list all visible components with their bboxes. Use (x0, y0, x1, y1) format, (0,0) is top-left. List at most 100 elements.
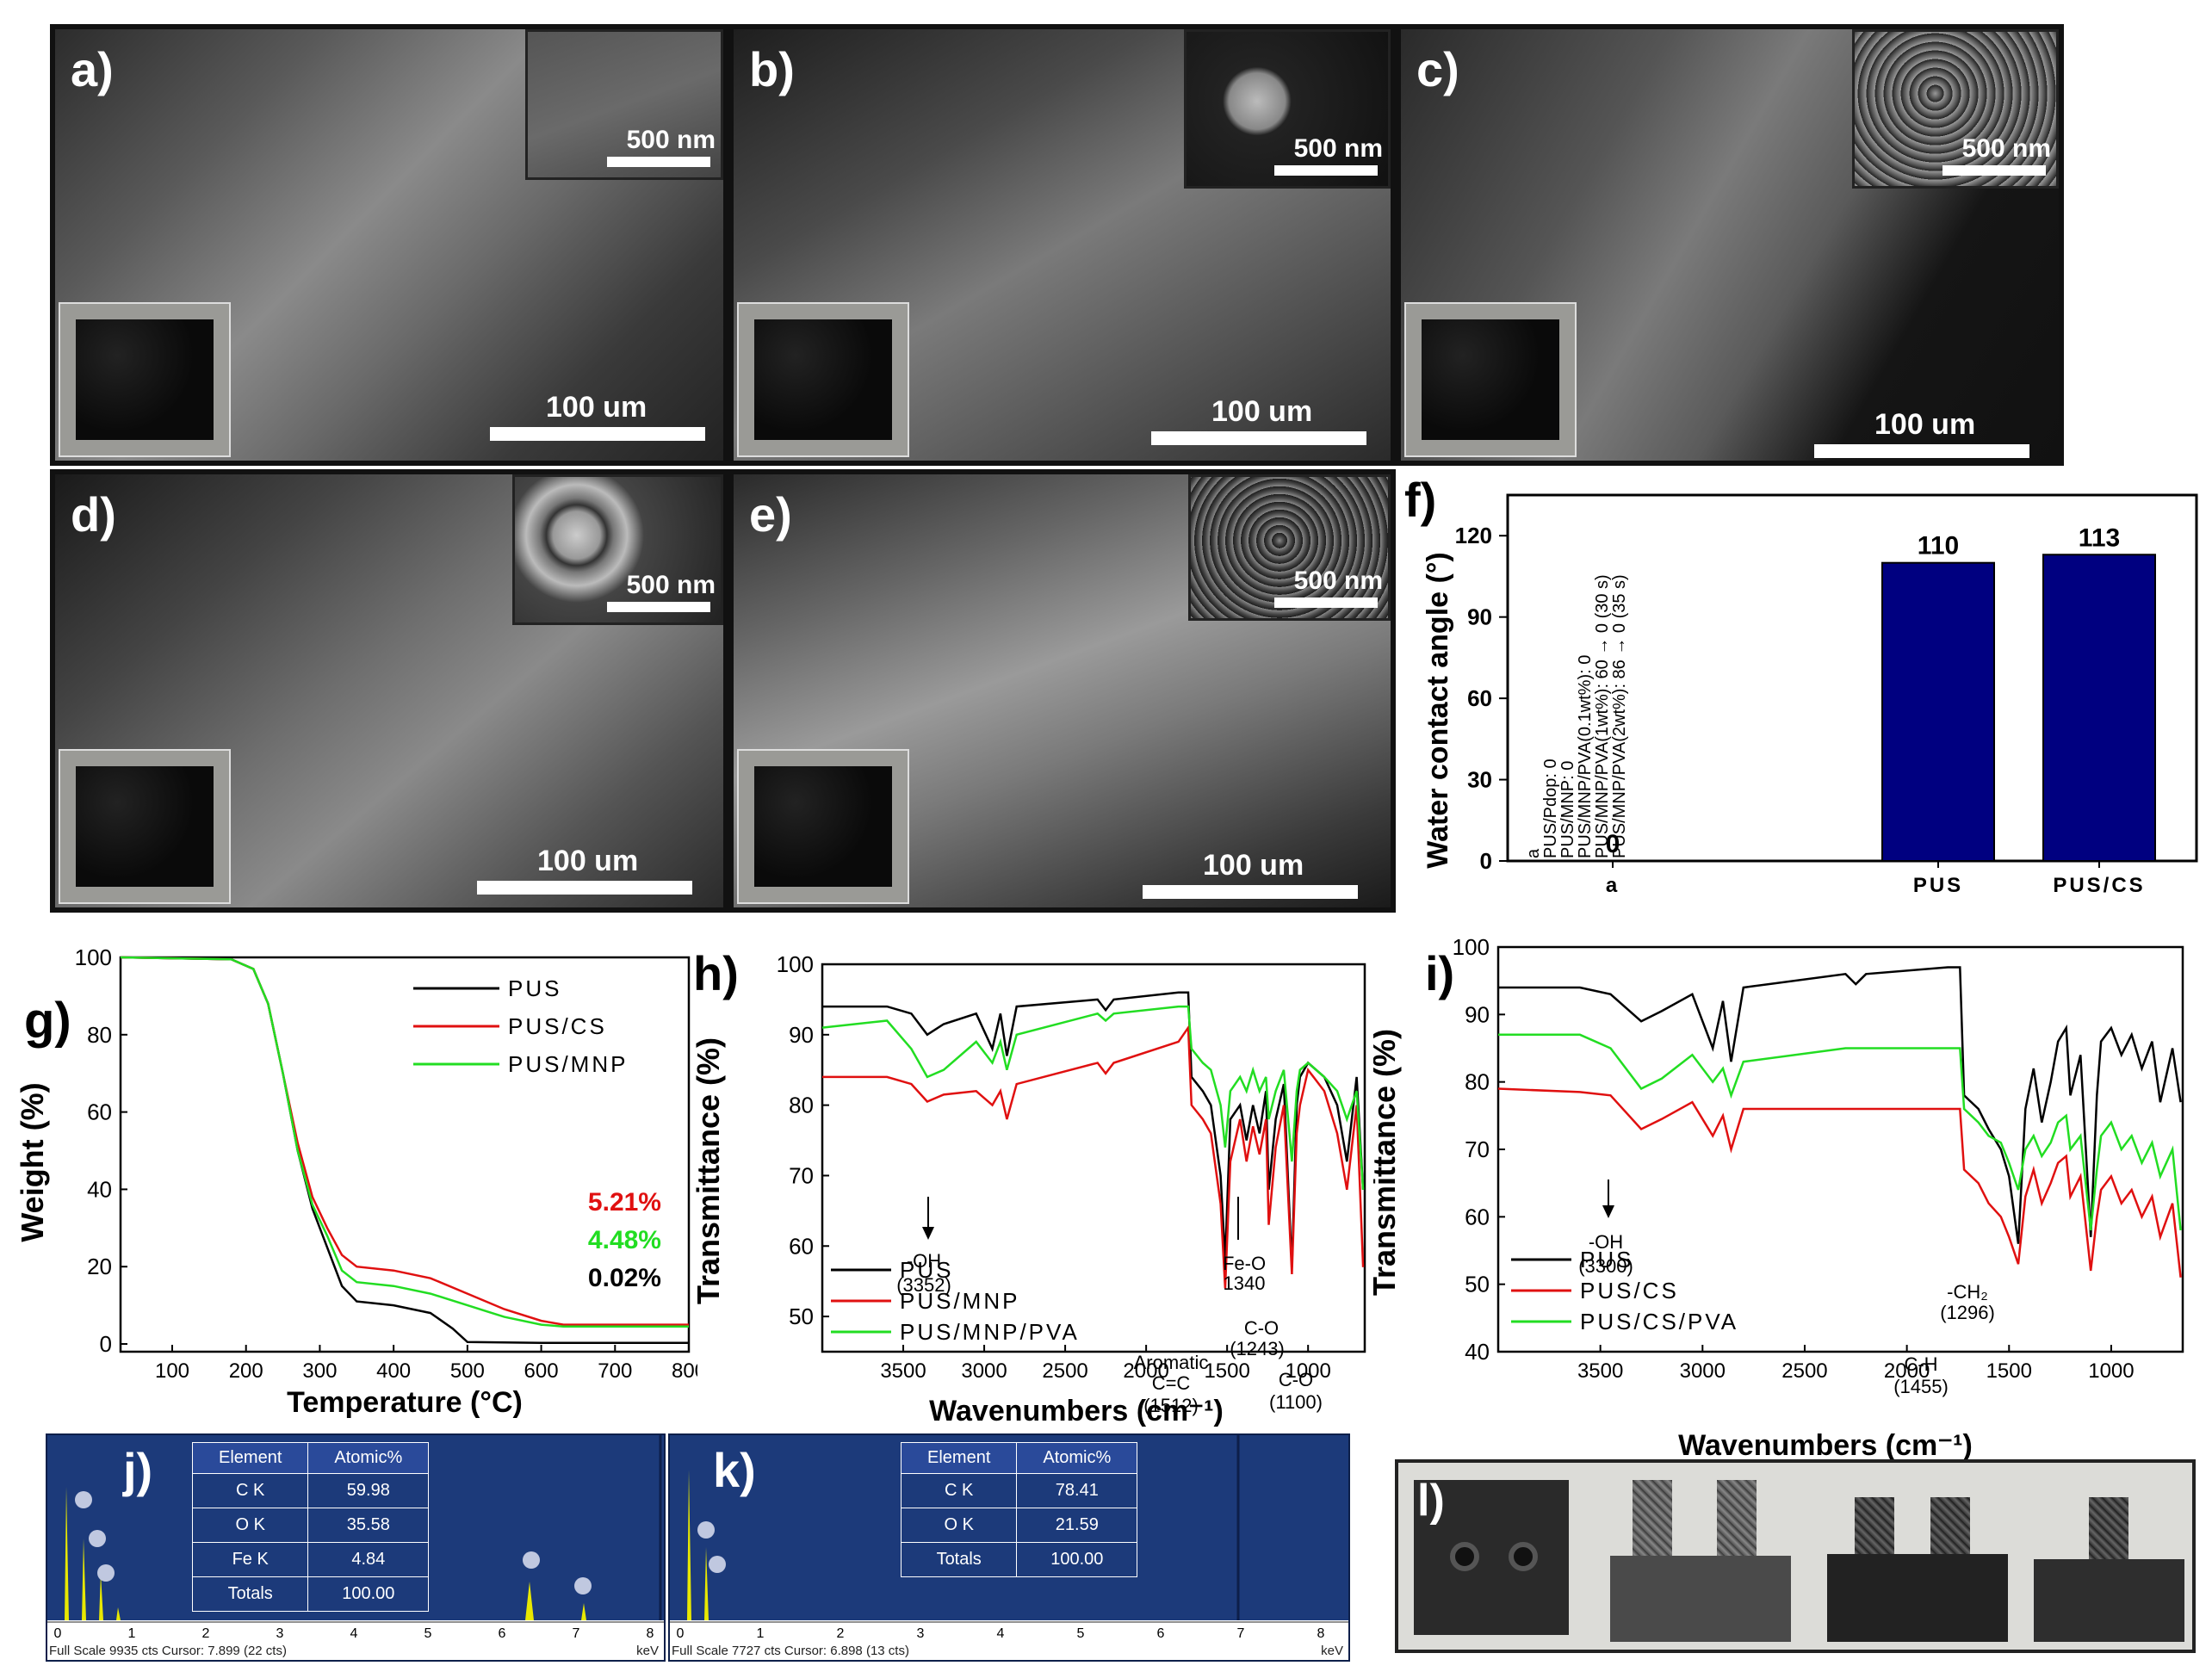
annotation-cc: C=C (1152, 1372, 1191, 1394)
peak-annotations: -OH (3300) -CH₂ (1296) C-H (1455) (1578, 1180, 1995, 1397)
annotation-oh: -OH (1589, 1231, 1623, 1253)
peak-marker-c (697, 1521, 715, 1539)
y-tick-label: 90 (1465, 1001, 1490, 1027)
inset-scale-label: 500 nm (1293, 134, 1383, 163)
table-row: C K 78.41 (900, 1473, 1138, 1508)
x-tick-label: 3000 (1680, 1359, 1726, 1383)
scale-label: 100 um (546, 391, 647, 424)
annotation-ch-wn: (1455) (1893, 1376, 1949, 1397)
sem-inset: 500 nm (1188, 474, 1391, 621)
x-tick-label: PUS (1913, 874, 1963, 897)
sem-lbl: c) (1416, 42, 1459, 96)
y-tick-label: 20 (87, 1254, 112, 1279)
x-tick-label: 0 (54, 1626, 62, 1641)
x-tick-label: 4 (997, 1626, 1005, 1641)
x-tick-label: 1 (757, 1626, 765, 1641)
data-label: 113 (2079, 523, 2120, 552)
sem-lbl: e) (749, 487, 792, 542)
annotation-mnp: PUS/MNP: 0 (1558, 761, 1577, 858)
table-header-row: Element Atomic% (191, 1442, 430, 1474)
panel-f-chart: f) 0 30 60 90 120 0 a 110 PUS 113 PUS/CS Water con… (1404, 473, 2198, 897)
eds-spectrum (65, 1435, 662, 1625)
sem-inset: 500 nm (1184, 29, 1391, 189)
scale-bar (477, 881, 692, 895)
eds-footer: 0 1 2 3 4 5 6 7 8 Full Scale 7727 cts Cu… (670, 1620, 1348, 1660)
legend-label: PUS (508, 975, 561, 1001)
x-tick-label: 1500 (1204, 1359, 1249, 1383)
y-axis-label: Transmittance (%) (693, 1037, 726, 1304)
x-tick-label: 8 (1317, 1626, 1325, 1641)
eds-unit: keV (1321, 1644, 1343, 1658)
annotation-pva-1: PUS/MNP/PVA(1wt%): 60 → 0 (30 s) (1593, 574, 1612, 858)
scale-bar (1143, 885, 1358, 899)
sem-inset: 500 nm (525, 29, 723, 180)
sponge-photo (737, 302, 909, 457)
y-tick-label: 0 (1480, 848, 1492, 874)
cell: 100.00 (1016, 1542, 1138, 1577)
x-tick-label: 2000 (1884, 1359, 1930, 1383)
x-tick-label: 2 (837, 1626, 845, 1641)
inset-scale-label: 500 nm (626, 571, 716, 599)
inset-scale-bar (1274, 598, 1378, 608)
sem-lbl: a) (71, 42, 114, 96)
sponge-photo (737, 749, 909, 904)
x-tick-label: a (1606, 874, 1620, 897)
photo-sponge-one-tube (2027, 1463, 2190, 1648)
inset-scale-bar (607, 602, 710, 612)
annotation-co2: C-O (1279, 1369, 1313, 1390)
tube-left (1855, 1497, 1894, 1557)
x-tick-label: 3500 (880, 1359, 926, 1383)
y-tick-label: 100 (777, 951, 814, 977)
peak-marker-c (75, 1491, 92, 1508)
y-tick-label: 30 (1467, 767, 1492, 793)
scale-bar (490, 427, 705, 441)
scale-label: 100 um (1203, 849, 1304, 882)
plot-frame (1506, 493, 2198, 863)
sem-panel-b: b) 500 nm 100 um (728, 24, 1396, 466)
plot-area: 100 200 300 400 500 600 700 800 0 20 40 60 80 100 PUS P… (75, 947, 697, 1383)
panel-i-chart: i) 3500 3000 2500 2000 1500 1000 40 50 60 70 80 90 1… (1373, 934, 2184, 1462)
eds-unit: keV (636, 1644, 659, 1658)
x-tick-label: 5 (1077, 1626, 1085, 1641)
cell: 78.41 (1016, 1473, 1138, 1508)
panel-k-eds: k) Element Atomic% C K 78.41 O K 21.59 Tot… (668, 1433, 1350, 1662)
y-tick-label: 50 (789, 1303, 814, 1329)
annotation-cc-wn: (1512) (1143, 1395, 1199, 1416)
x-tick-label: 500 (450, 1359, 485, 1383)
panel-l-photos: l) (1395, 1459, 2196, 1653)
sponge-image (754, 319, 892, 440)
sponge-photo (59, 749, 231, 904)
y-tick-label: 0 (100, 1331, 112, 1357)
peak-marker-fe-ka (523, 1551, 540, 1569)
cell: 59.98 (307, 1473, 430, 1508)
x-tick-label: 3000 (961, 1359, 1007, 1383)
series-line (1498, 1033, 2182, 1231)
tube-right (1930, 1497, 1970, 1557)
eds-x-axis: 0 1 2 3 4 5 6 7 8 (670, 1621, 1348, 1641)
annotation-feo-wn: 1340 (1224, 1272, 1266, 1294)
panel-k-label: k) (713, 1443, 756, 1497)
y-axis-label: Transmittance (%) (1373, 1029, 1402, 1296)
x-tick-label: 1000 (2088, 1359, 2134, 1383)
x-tick-label: 6 (1157, 1626, 1165, 1641)
eds-table: Element Atomic% C K 78.41 O K 21.59 Totals… (900, 1442, 1138, 1577)
inset-scale-bar (607, 157, 710, 167)
x-tick-label: 4 (350, 1626, 358, 1641)
y-tick-label: 60 (789, 1233, 814, 1259)
legend-label: PUS/MNP/PVA (900, 1319, 1080, 1345)
cell: C K (191, 1473, 309, 1508)
sem-panel-e: e) 500 nm 100 um (728, 469, 1396, 913)
x-tick-label: 7 (573, 1626, 580, 1641)
spectrum-peaks (687, 1470, 709, 1620)
tube-right (1717, 1480, 1757, 1557)
x-tick-label: 7 (1237, 1626, 1245, 1641)
x-axis-label: Wavenumbers (cm⁻¹) (1678, 1429, 1973, 1462)
x-tick-label: 800 (672, 1359, 697, 1383)
peak-marker-fe-kb (574, 1577, 592, 1594)
header-element: Element (191, 1442, 309, 1474)
header-element: Element (900, 1442, 1018, 1474)
y-tick-label: 60 (1465, 1204, 1490, 1229)
legend-label: PUS/MNP (508, 1051, 628, 1077)
series-line (822, 1024, 1365, 1289)
y-tick-label: 70 (1465, 1136, 1490, 1162)
